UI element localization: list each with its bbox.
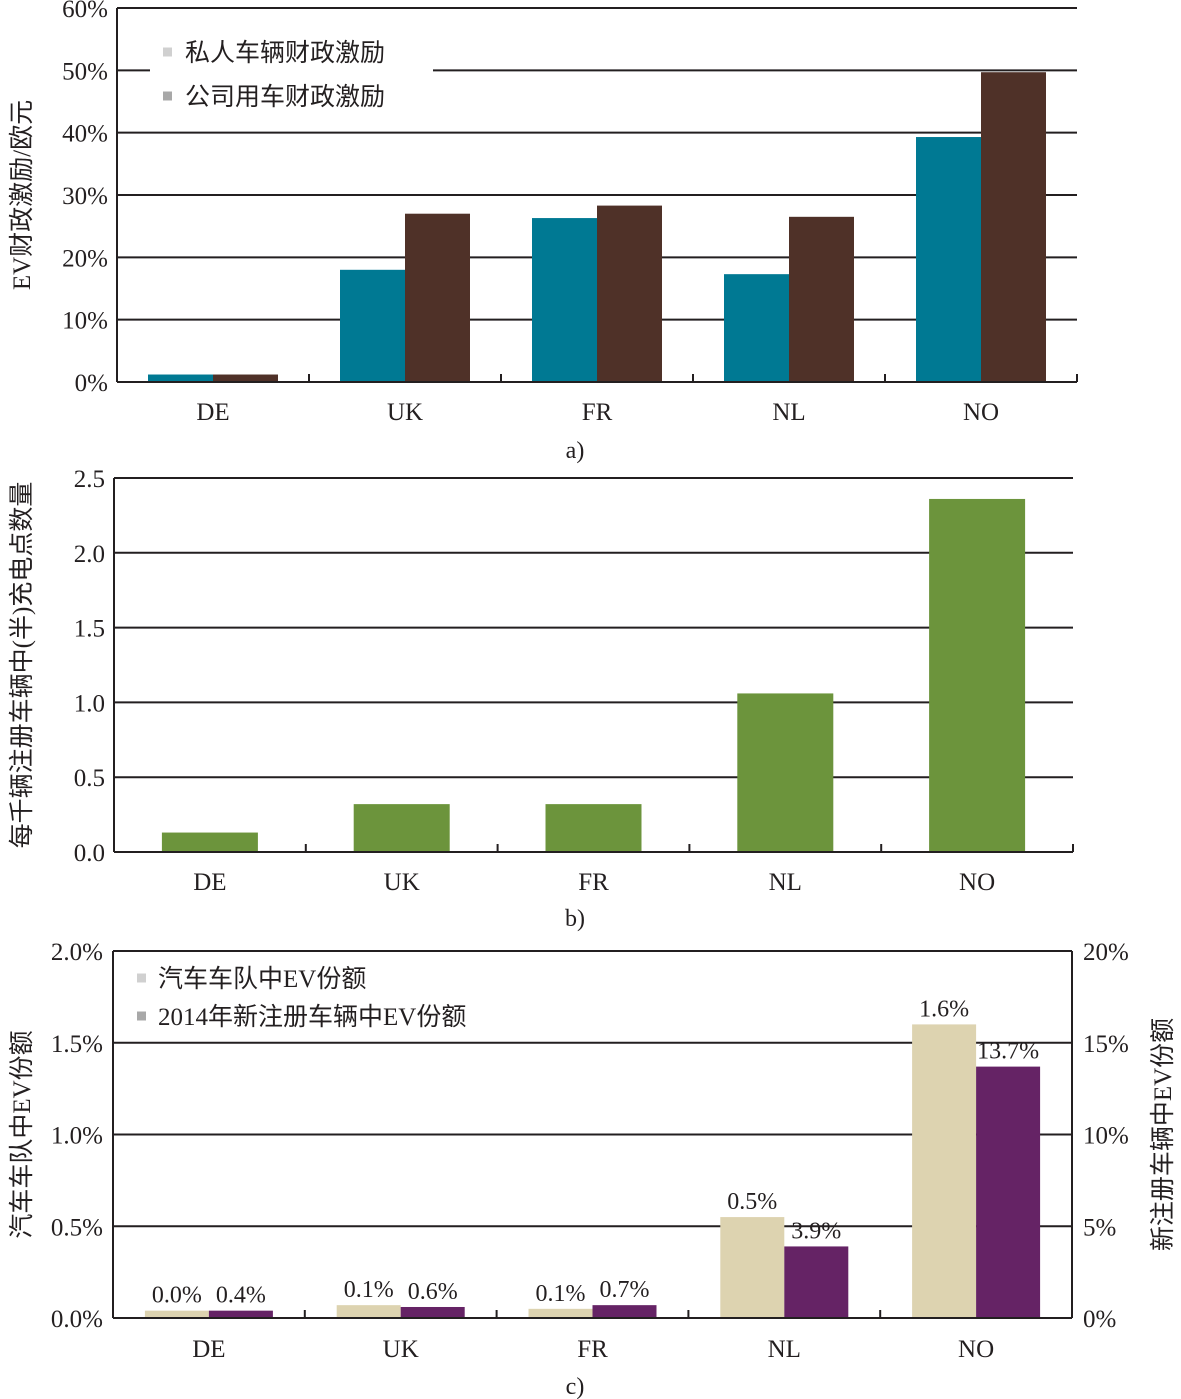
bar-nl-series-1: [737, 693, 834, 852]
bar-fr-series-1: [532, 218, 597, 382]
y-tick-label: 20%: [62, 245, 108, 272]
x-category-label: DE: [193, 869, 226, 896]
data-label: 0.6%: [408, 1279, 458, 1305]
bar-fr-series-1: [545, 804, 642, 852]
y-right-axis-title: 新注册车辆中EV份额: [1149, 1018, 1177, 1251]
x-category-label: FR: [578, 869, 609, 896]
y-tick-label: 2.0: [74, 541, 105, 568]
data-label: 0.1%: [536, 1281, 586, 1307]
bar-de-series-1: [161, 832, 258, 852]
x-category-label: FR: [582, 399, 613, 426]
x-category-label: NO: [963, 399, 999, 426]
legend-swatch-icon: [163, 47, 172, 57]
y-tick-label: 0.5: [74, 765, 105, 792]
y-right-tick-label: 20%: [1083, 939, 1129, 966]
x-category-label: DE: [192, 1336, 225, 1363]
bar-uk-series-1: [353, 804, 450, 852]
bar-uk-series-1: [336, 1305, 401, 1318]
y-axis-title: EV财政激励/欧元: [8, 100, 36, 290]
bar-fr-series-1: [528, 1308, 593, 1318]
x-category-label: NO: [959, 869, 995, 896]
bar-no-series-1: [929, 498, 1026, 852]
x-category-label: FR: [577, 1336, 608, 1363]
x-category-label: DE: [196, 399, 229, 426]
panel-caption: c): [566, 1374, 585, 1399]
data-label: 0.5%: [727, 1189, 777, 1215]
bar-de-series-2: [208, 1310, 273, 1318]
y-tick-label: 1.0%: [51, 1123, 103, 1150]
bar-uk-series-1: [340, 269, 405, 382]
bar-no-series-1: [912, 1024, 977, 1318]
y-tick-label: 1.5%: [51, 1031, 103, 1058]
y-tick-label: 40%: [62, 121, 108, 148]
panel-a-fiscal-incentives: 0% 10% 20% 30% 40% 50% 60% DE UK FR NL NO EV财政激励/欧元 a…: [8, 0, 1078, 464]
bar-uk-series-2: [400, 1306, 465, 1318]
bar-de-series-2: [213, 374, 278, 382]
bar-fr-series-2: [592, 1305, 657, 1318]
bar-no-series-2: [981, 72, 1046, 382]
x-category-label: NL: [772, 399, 805, 426]
data-label: 0.1%: [344, 1277, 394, 1303]
x-category-label: NL: [768, 1336, 801, 1363]
y-tick-label: 10%: [62, 308, 108, 335]
y-tick-label: 60%: [62, 0, 108, 23]
data-label: 0.4%: [216, 1283, 266, 1309]
y-tick-label: 0.0%: [51, 1306, 103, 1333]
data-label: 0.0%: [152, 1283, 202, 1309]
legend-entry: 私人车辆财政激励: [185, 39, 385, 67]
legend-entry: 汽车车队中EV份额: [158, 965, 366, 993]
panel-b-charging-points: 0.0 0.5 1.0 1.5 2.0 2.5 DE UK FR NL NO 每千辆注册车辆中(半)充…: [8, 466, 1074, 932]
bar-de-series-1: [144, 1310, 209, 1318]
y-tick-label: 2.5: [74, 466, 105, 493]
data-label: 0.7%: [600, 1277, 650, 1303]
data-label: 3.9%: [791, 1218, 841, 1244]
bar-no-series-1: [916, 137, 981, 382]
y-right-tick-label: 5%: [1083, 1214, 1116, 1241]
bar-nl-series-2: [784, 1246, 849, 1318]
x-category-label: UK: [387, 399, 423, 426]
y-tick-label: 1.5: [74, 616, 105, 643]
bar-nl-series-1: [720, 1217, 785, 1318]
bar-nl-series-2: [789, 216, 854, 382]
bar-de-series-1: [148, 374, 213, 382]
bar-no-series-2: [976, 1066, 1041, 1318]
y-axis-title: 汽车车队中EV份额: [8, 1030, 36, 1238]
panel-caption: a): [566, 438, 585, 464]
y-right-tick-label: 15%: [1083, 1031, 1129, 1058]
y-right-tick-label: 10%: [1083, 1123, 1129, 1150]
legend-swatch-icon: [137, 973, 146, 983]
x-category-label: NO: [958, 1336, 994, 1363]
bar-nl-series-1: [724, 274, 789, 382]
legend-entry: 公司用车财政激励: [185, 83, 385, 111]
y-tick-label: 2.0%: [51, 939, 103, 966]
x-category-label: UK: [384, 869, 420, 896]
legend-swatch-icon: [137, 1011, 146, 1021]
y-tick-label: 0%: [75, 370, 108, 397]
legend-swatch-icon: [163, 91, 172, 101]
x-category-label: UK: [383, 1336, 419, 1363]
y-tick-label: 1.0: [74, 690, 105, 717]
y-tick-label: 30%: [62, 183, 108, 210]
bar-fr-series-2: [597, 205, 662, 382]
y-right-tick-label: 0%: [1083, 1306, 1116, 1333]
y-axis-title: 每千辆注册车辆中(半)充电点数量: [8, 482, 36, 849]
bar-uk-series-2: [405, 213, 470, 382]
x-category-label: NL: [769, 869, 802, 896]
panel-caption: b): [565, 906, 585, 932]
y-tick-label: 0.0: [74, 840, 105, 867]
data-label: 13.7%: [977, 1039, 1039, 1065]
legend-entry: 2014年新注册车辆中EV份额: [158, 1003, 466, 1031]
panel-c-ev-share: 0.0% 0.5% 1.0% 1.5% 2.0% 0% 5% 10% 15% 20% 0.0% 0.1…: [8, 939, 1177, 1399]
data-label: 1.6%: [919, 996, 969, 1022]
y-tick-label: 50%: [62, 58, 108, 85]
y-tick-label: 0.5%: [51, 1214, 103, 1241]
